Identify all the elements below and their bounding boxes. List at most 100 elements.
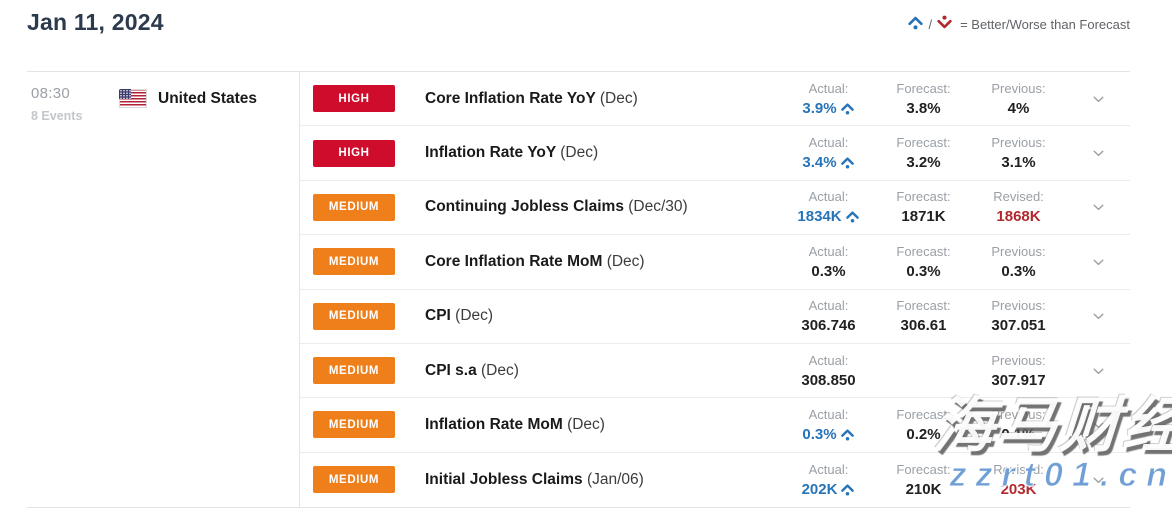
previous-column: Revised: 1868K: [971, 189, 1066, 225]
column-value: 1834K: [781, 208, 876, 225]
forecast-column: [876, 361, 971, 381]
actual-column: Actual: 3.4%: [781, 135, 876, 171]
importance-badge: MEDIUM: [313, 193, 395, 221]
importance-cell: MEDIUM: [300, 248, 425, 276]
event-row[interactable]: MEDIUM Inflation Rate MoM (Dec) Actual: …: [300, 398, 1130, 453]
event-period: (Jan/06): [586, 470, 644, 488]
expand-chevron-icon[interactable]: [1066, 416, 1130, 434]
country-block: United States: [119, 85, 257, 108]
actual-column: Actual: 0.3%: [781, 407, 876, 443]
previous-column: Revised: 203K: [971, 462, 1066, 498]
event-rows: HIGH Core Inflation Rate YoY (Dec) Actua…: [300, 72, 1130, 507]
column-label: Forecast:: [896, 243, 951, 259]
column-value: 3.4%: [781, 154, 876, 171]
column-value: 0.3%: [1001, 262, 1036, 280]
column-value: 210K: [905, 480, 942, 498]
event-title[interactable]: Inflation Rate MoM (Dec): [425, 416, 781, 434]
event-name: Inflation Rate MoM: [425, 415, 568, 433]
event-group-header: 08:30 8 Events United States: [27, 72, 300, 507]
event-period: (Dec): [606, 252, 645, 270]
event-name: CPI: [425, 307, 456, 325]
event-row[interactable]: HIGH Core Inflation Rate YoY (Dec) Actua…: [300, 72, 1130, 127]
column-value: 3.2%: [906, 154, 941, 172]
column-value: 308.850: [801, 371, 856, 389]
forecast-column: Forecast: 306.61: [876, 298, 971, 334]
column-label: Forecast:: [896, 461, 951, 477]
legend-label: = Better/Worse than Forecast: [960, 16, 1130, 32]
event-name: Inflation Rate YoY: [425, 144, 561, 162]
event-row[interactable]: MEDIUM Continuing Jobless Claims (Dec/30…: [300, 181, 1130, 236]
event-row[interactable]: MEDIUM Initial Jobless Claims (Jan/06) A…: [300, 453, 1130, 507]
event-period: (Dec/30): [628, 198, 688, 216]
forecast-column: Forecast: 0.2%: [876, 407, 971, 443]
event-period: (Dec): [560, 144, 599, 162]
importance-badge: MEDIUM: [313, 411, 395, 439]
chevron-up-dot-icon: [840, 156, 855, 169]
forecast-column: Forecast: 0.3%: [876, 244, 971, 280]
chevron-up-dot-icon: [840, 483, 855, 496]
chevron-down-dot-icon: [936, 15, 953, 33]
column-label: Actual:: [808, 461, 849, 477]
forecast-column: Forecast: 3.2%: [876, 135, 971, 171]
previous-column: Previous: 0.1%: [971, 407, 1066, 443]
actual-column: Actual: 308.850: [781, 353, 876, 389]
previous-column: Previous: 307.917: [971, 353, 1066, 389]
column-label: Actual:: [808, 243, 849, 259]
column-label: Previous:: [991, 135, 1046, 151]
economic-calendar: 08:30 8 Events United States HIGH Core I…: [27, 71, 1130, 508]
event-title[interactable]: Core Inflation Rate MoM (Dec): [425, 253, 781, 271]
column-value: 0.3%: [811, 262, 846, 280]
event-row[interactable]: HIGH Inflation Rate YoY (Dec) Actual: 3.…: [300, 126, 1130, 181]
event-period: (Dec): [455, 307, 494, 325]
event-period: (Dec): [567, 415, 605, 433]
expand-chevron-icon[interactable]: [1066, 144, 1130, 162]
actual-column: Actual: 306.746: [781, 298, 876, 334]
event-title[interactable]: Initial Jobless Claims (Jan/06): [425, 471, 781, 489]
expand-chevron-icon[interactable]: [1066, 198, 1130, 216]
event-row[interactable]: MEDIUM CPI s.a (Dec) Actual: 308.850 Pre…: [300, 344, 1130, 399]
expand-chevron-icon[interactable]: [1066, 90, 1130, 108]
event-period: (Dec): [481, 361, 519, 379]
importance-cell: MEDIUM: [300, 302, 425, 330]
column-value: 0.2%: [906, 425, 941, 443]
column-label: Forecast:: [896, 135, 951, 151]
previous-column: Previous: 3.1%: [971, 135, 1066, 171]
column-label: Actual:: [808, 352, 849, 368]
chevron-up-dot-icon: [840, 428, 855, 441]
column-value: 1871K: [901, 208, 946, 226]
event-title[interactable]: CPI (Dec): [425, 307, 781, 325]
column-value: 203K: [1000, 480, 1037, 498]
event-title[interactable]: Core Inflation Rate YoY (Dec): [425, 90, 781, 108]
actual-column: Actual: 1834K: [781, 189, 876, 225]
importance-badge: MEDIUM: [313, 302, 395, 330]
event-name: CPI s.a: [425, 361, 481, 379]
legend-slash: /: [928, 16, 933, 32]
chevron-up-dot-icon: [845, 210, 860, 223]
forecast-column: Forecast: 210K: [876, 462, 971, 498]
expand-chevron-icon[interactable]: [1066, 471, 1130, 489]
column-value: 3.8%: [906, 99, 941, 117]
column-value: 4%: [1007, 99, 1030, 117]
forecast-legend: / = Better/Worse than Forecast: [907, 15, 1130, 33]
actual-column: Actual: 0.3%: [781, 244, 876, 280]
event-title[interactable]: Inflation Rate YoY (Dec): [425, 144, 781, 162]
importance-cell: MEDIUM: [300, 357, 425, 385]
column-label: Actual:: [808, 135, 849, 151]
page-title: Jan 11, 2024: [27, 9, 164, 35]
column-value: 3.9%: [781, 100, 876, 117]
event-title[interactable]: CPI s.a (Dec): [425, 362, 781, 380]
forecast-column: Forecast: 3.8%: [876, 81, 971, 117]
page-header: Jan 11, 2024 / = Better/Worse than Forec…: [0, 0, 1172, 71]
column-value: 306.746: [801, 317, 856, 335]
column-label: Previous:: [991, 80, 1046, 96]
expand-chevron-icon[interactable]: [1066, 307, 1130, 325]
column-label: Previous:: [991, 352, 1046, 368]
event-row[interactable]: MEDIUM CPI (Dec) Actual: 306.746 Forecas…: [300, 290, 1130, 344]
event-row[interactable]: MEDIUM Core Inflation Rate MoM (Dec) Act…: [300, 235, 1130, 290]
event-title[interactable]: Continuing Jobless Claims (Dec/30): [425, 198, 781, 216]
us-flag-icon: [119, 89, 147, 108]
expand-chevron-icon[interactable]: [1066, 253, 1130, 271]
column-label: Forecast:: [896, 189, 951, 205]
column-label: Forecast:: [896, 298, 951, 314]
expand-chevron-icon[interactable]: [1066, 362, 1130, 380]
